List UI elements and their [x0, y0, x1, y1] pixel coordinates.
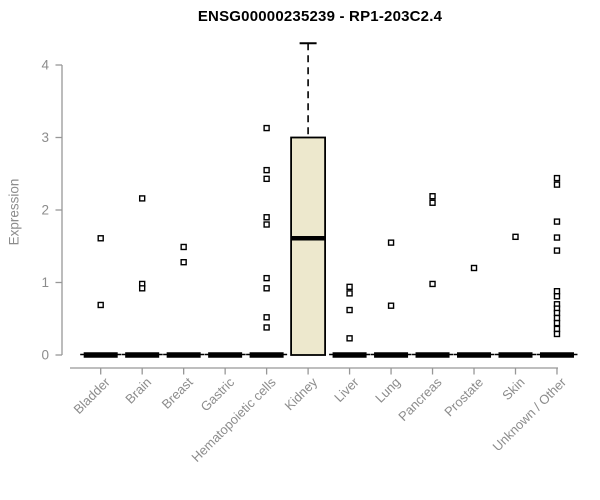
outlier-point: [263, 324, 270, 331]
x-tick-label-unknown-other: Unknown / Other: [490, 374, 570, 454]
x-tick-label-lung: Lung: [372, 375, 403, 406]
outlier-point: [263, 124, 270, 132]
outlier-point: [553, 309, 561, 317]
outlier-point: [346, 335, 353, 342]
outlier-point: [138, 195, 146, 202]
outlier-point: [263, 214, 270, 221]
x-tick-label-brain: Brain: [122, 375, 154, 407]
outlier-point: [553, 314, 561, 322]
y-tick-label: 0: [41, 348, 49, 363]
outlier-point: [180, 243, 187, 251]
x-tick-label-breast: Breast: [159, 374, 196, 411]
box-liver: [332, 352, 367, 358]
outlier-point: [263, 285, 270, 292]
x-tick-label-kidney: Kidney: [282, 374, 321, 413]
box-breast: [166, 352, 201, 358]
outlier-point: [553, 247, 561, 254]
box-pancreas: [415, 352, 450, 358]
box-lung: [374, 352, 409, 358]
box-gastric: [208, 352, 243, 358]
outlier-point: [263, 175, 270, 183]
outlier-point: [263, 221, 270, 228]
y-tick-label: 4: [41, 58, 49, 73]
outlier-point: [553, 174, 561, 182]
outlier-point: [553, 319, 561, 327]
box-kidney: [290, 136, 327, 356]
outlier-point: [387, 302, 395, 309]
outlier-point: [512, 233, 519, 241]
outlier-point: [553, 181, 561, 188]
outlier-point: [346, 306, 353, 314]
x-tick-label-bladder: Bladder: [71, 374, 114, 417]
x-tick-label-pancreas: Pancreas: [395, 374, 445, 424]
y-tick-label: 1: [41, 275, 49, 290]
outlier-point: [97, 235, 104, 242]
outlier-point: [387, 239, 395, 246]
box-skin: [498, 352, 533, 358]
y-tick-label: 3: [41, 130, 49, 145]
chart-title: ENSG00000235239 - RP1-203C2.4: [197, 8, 443, 25]
outlier-point: [138, 285, 146, 292]
outlier-point: [553, 234, 561, 241]
outlier-point: [97, 301, 104, 309]
outlier-point: [429, 199, 436, 206]
outlier-point: [346, 290, 353, 297]
outlier-point: [263, 166, 270, 174]
outlier-point: [429, 280, 436, 288]
box-bladder: [83, 352, 118, 358]
outlier-point: [346, 283, 353, 291]
x-tick-label-prostate: Prostate: [441, 375, 486, 420]
x-tick-label-skin: Skin: [499, 375, 527, 403]
outlier-point: [553, 288, 561, 295]
box-brain: [125, 352, 160, 358]
outlier-point: [553, 330, 561, 338]
outlier-point: [263, 274, 270, 282]
x-tick-label-liver: Liver: [331, 374, 362, 405]
outlier-point: [263, 314, 270, 321]
outlier-point: [470, 264, 478, 272]
box-prostate: [457, 352, 492, 358]
y-tick-label: 2: [41, 203, 49, 218]
outlier-point: [180, 259, 187, 266]
outlier-point: [553, 293, 561, 300]
outlier-point: [429, 193, 436, 200]
box-unknown-other: [539, 352, 574, 358]
outlier-point: [553, 218, 561, 225]
box-hematopoietic-cells: [249, 352, 284, 358]
outlier-point: [553, 325, 561, 333]
x-tick-label-gastric: Gastric: [198, 374, 238, 414]
